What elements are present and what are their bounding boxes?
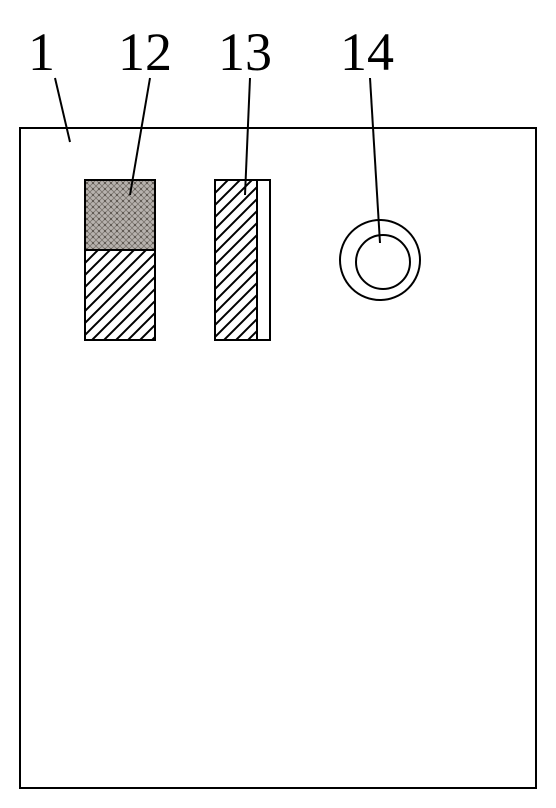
label-n13: 13 (218, 22, 272, 82)
canvas-bg (0, 0, 556, 808)
label-n14: 14 (340, 22, 394, 82)
label-n12: 12 (118, 22, 172, 82)
label-n1: 1 (28, 22, 55, 82)
shape-13-fill (215, 180, 257, 340)
shape-12-top-fill (85, 180, 155, 250)
shape-12-bottom-fill (85, 250, 155, 340)
